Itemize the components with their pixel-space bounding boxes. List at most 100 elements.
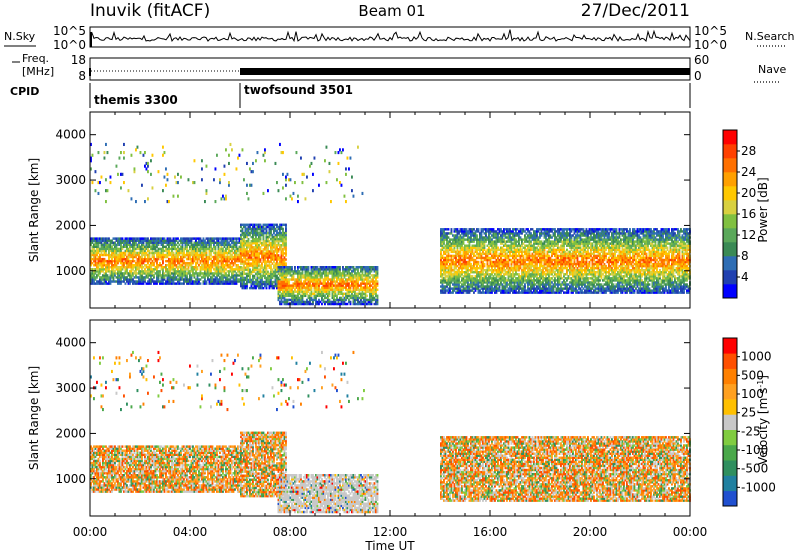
power-cell bbox=[129, 270, 131, 273]
power-cell bbox=[225, 276, 227, 279]
power-cell bbox=[279, 274, 281, 277]
power-cell bbox=[213, 261, 215, 265]
power-cell bbox=[196, 253, 199, 257]
power-cell bbox=[133, 270, 136, 273]
power-cell bbox=[367, 300, 370, 304]
power-cell bbox=[204, 272, 206, 275]
power-cell bbox=[138, 280, 140, 283]
power-cell bbox=[337, 290, 340, 293]
power-cell bbox=[250, 270, 253, 274]
power-cell bbox=[303, 294, 305, 298]
power-cell bbox=[274, 246, 277, 249]
power-cell bbox=[462, 287, 465, 290]
power-cell bbox=[157, 264, 160, 267]
power-cell bbox=[449, 271, 451, 274]
power-cell bbox=[166, 237, 169, 240]
power-cell bbox=[483, 277, 486, 280]
power-cell bbox=[270, 278, 272, 282]
power-cell bbox=[459, 266, 462, 270]
power-cell bbox=[488, 240, 490, 243]
power-cell bbox=[142, 253, 145, 257]
power-cell bbox=[223, 253, 226, 257]
freq-label: Freq. bbox=[22, 52, 49, 65]
power-cell bbox=[108, 249, 110, 253]
power-cell bbox=[264, 258, 266, 261]
power-cell bbox=[506, 246, 508, 249]
power-cell bbox=[480, 228, 483, 231]
power-cell bbox=[267, 252, 269, 255]
power-cell bbox=[160, 239, 163, 242]
power-cell bbox=[479, 289, 481, 292]
power-cell bbox=[453, 238, 456, 241]
power-cell bbox=[244, 266, 247, 269]
power-cell bbox=[474, 287, 477, 290]
power-cell bbox=[482, 262, 484, 266]
power-cell bbox=[343, 272, 346, 275]
power-cell bbox=[183, 268, 185, 271]
power-cell bbox=[449, 240, 451, 243]
power-cell bbox=[283, 248, 286, 251]
power-cell bbox=[310, 266, 313, 269]
power-cell bbox=[361, 296, 364, 300]
power-cell bbox=[154, 245, 157, 249]
power-cell bbox=[277, 256, 280, 259]
power-cell bbox=[175, 259, 178, 263]
power-cell bbox=[348, 272, 350, 275]
power-cell bbox=[174, 268, 176, 271]
power-cell bbox=[373, 302, 376, 306]
power-cell bbox=[292, 290, 295, 293]
power-cell bbox=[139, 259, 142, 263]
power-cell bbox=[244, 254, 247, 257]
power-cell bbox=[186, 237, 188, 240]
power-cell bbox=[249, 223, 251, 227]
power-cell bbox=[479, 277, 481, 280]
power-cell bbox=[127, 257, 130, 261]
power-cell bbox=[500, 269, 502, 272]
power-cell bbox=[126, 241, 128, 244]
power-cell bbox=[447, 242, 450, 245]
power-cell bbox=[186, 276, 188, 279]
power-cell bbox=[106, 245, 109, 249]
power-cell bbox=[313, 280, 316, 283]
power-cell bbox=[277, 233, 280, 237]
power-cell bbox=[180, 264, 182, 267]
power-cell bbox=[178, 247, 181, 251]
power-cell bbox=[488, 236, 490, 239]
power-cell bbox=[450, 244, 453, 247]
power-cell bbox=[253, 274, 256, 278]
power-cell bbox=[477, 248, 480, 252]
power-cell bbox=[271, 284, 274, 288]
power-cell bbox=[271, 227, 274, 231]
power-cell bbox=[444, 252, 447, 256]
power-cell bbox=[489, 277, 492, 280]
power-cell bbox=[446, 232, 448, 235]
power-cell bbox=[226, 280, 229, 283]
power-cell bbox=[315, 272, 317, 275]
power-cell bbox=[99, 239, 101, 242]
power-cell bbox=[491, 260, 493, 264]
power-cell bbox=[169, 251, 172, 255]
power-cell bbox=[440, 250, 442, 254]
power-cell bbox=[500, 254, 502, 258]
power-cell bbox=[235, 274, 238, 277]
power-cell bbox=[118, 282, 121, 285]
power-cell bbox=[237, 255, 239, 259]
power-cell bbox=[241, 274, 244, 278]
power-cell bbox=[187, 255, 190, 259]
power-cell bbox=[232, 257, 235, 261]
power-cell bbox=[259, 268, 262, 271]
power-cell bbox=[501, 248, 504, 252]
power-cell bbox=[249, 250, 251, 253]
power-cell bbox=[468, 238, 471, 241]
power-cell bbox=[477, 279, 480, 282]
power-cell bbox=[222, 282, 224, 285]
power-cell bbox=[276, 244, 278, 247]
power-cell bbox=[138, 239, 140, 242]
power-cell bbox=[459, 240, 462, 243]
power-cell bbox=[318, 288, 320, 291]
power-cell bbox=[181, 245, 184, 249]
power-cell bbox=[252, 246, 254, 249]
power-cell bbox=[246, 231, 248, 235]
power-cell bbox=[331, 282, 334, 285]
power-cell bbox=[282, 258, 284, 261]
